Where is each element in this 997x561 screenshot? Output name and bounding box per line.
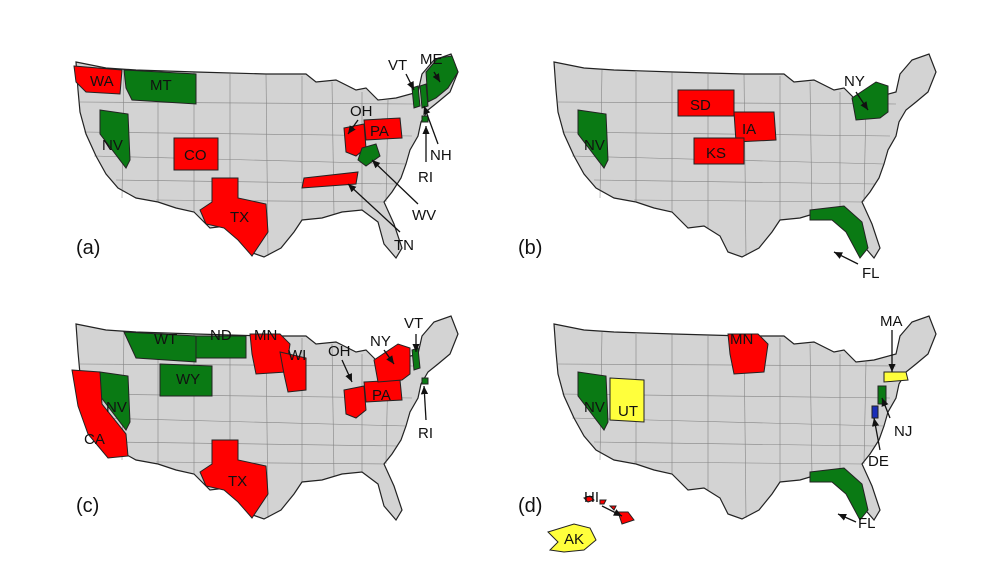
callout-NY: NY (844, 73, 865, 90)
callout-arrows (347, 71, 441, 233)
state-label-KS: KS (706, 145, 726, 162)
state-label-AK: AK (564, 531, 584, 548)
callout-FL: FL (862, 265, 880, 282)
state-label-CA: CA (84, 431, 105, 448)
state-NH (419, 83, 429, 109)
panel-label-b: (b) (518, 237, 542, 259)
state-label-WY: WY (176, 371, 200, 388)
state-label-WT: WT (154, 331, 177, 348)
callout-arrows (341, 334, 429, 421)
callout-RI: RI (418, 169, 433, 186)
callout-VT: VT (404, 315, 423, 332)
callout-ME: ME (420, 51, 443, 68)
state-RI (421, 377, 429, 385)
callout-NY: NY (370, 333, 391, 350)
callout-TN: TN (394, 237, 414, 254)
state-OH (343, 385, 367, 419)
state-label-NV: NV (102, 137, 123, 154)
state-label-MN: MN (730, 331, 753, 348)
state-label-MT: MT (150, 77, 172, 94)
callout-NH: NH (430, 147, 452, 164)
state-RI (421, 115, 429, 123)
state-label-NV: NV (584, 137, 605, 154)
callout-VT: VT (388, 57, 407, 74)
state-label-SD: SD (690, 97, 711, 114)
state-label-MN: MN (254, 327, 277, 344)
panel-label-d: (d) (518, 495, 542, 517)
callout-WV: WV (412, 207, 436, 224)
callout-OH: OH (328, 343, 351, 360)
state-label-IA: IA (742, 121, 756, 138)
state-label-ND: ND (210, 327, 232, 344)
state-label-WI: WI (288, 347, 306, 364)
state-label-WA: WA (90, 73, 114, 90)
state-label-PA: PA (372, 387, 391, 404)
state-label-UT: UT (618, 403, 638, 420)
state-label-CO: CO (184, 147, 207, 164)
state-DE (871, 405, 879, 419)
callout-OH: OH (350, 103, 373, 120)
state-NJ (877, 385, 887, 405)
callout-RI: RI (418, 425, 433, 442)
callout-arrows (601, 330, 896, 523)
callout-NJ: NJ (894, 423, 912, 440)
callout-HI: HI (584, 489, 599, 506)
callout-MA: MA (880, 313, 903, 330)
state-label-TX: TX (228, 473, 247, 490)
callout-DE: DE (868, 453, 889, 470)
map-panel-a: WA MT NV CO TX PA OH VT ME NH RI WV TN (… (73, 51, 459, 259)
state-MA (883, 371, 909, 383)
state-label-TX: TX (230, 209, 249, 226)
map-panel-d: MN NV UT AK MA NJ DE FL HI (d) (518, 313, 937, 553)
panel-label-c: (c) (76, 495, 99, 517)
state-label-PA: PA (370, 123, 389, 140)
callout-arrows (833, 91, 869, 265)
state-label-NV: NV (584, 399, 605, 416)
callout-FL: FL (858, 515, 876, 532)
state-label-NV: NV (106, 399, 127, 416)
panel-label-a: (a) (76, 237, 100, 259)
map-panel-c: WT ND MN WI WY NV CA TX PA OH NY VT RI (… (71, 315, 459, 521)
map-panel-b: NV SD IA KS NY FL (b) (518, 53, 937, 282)
